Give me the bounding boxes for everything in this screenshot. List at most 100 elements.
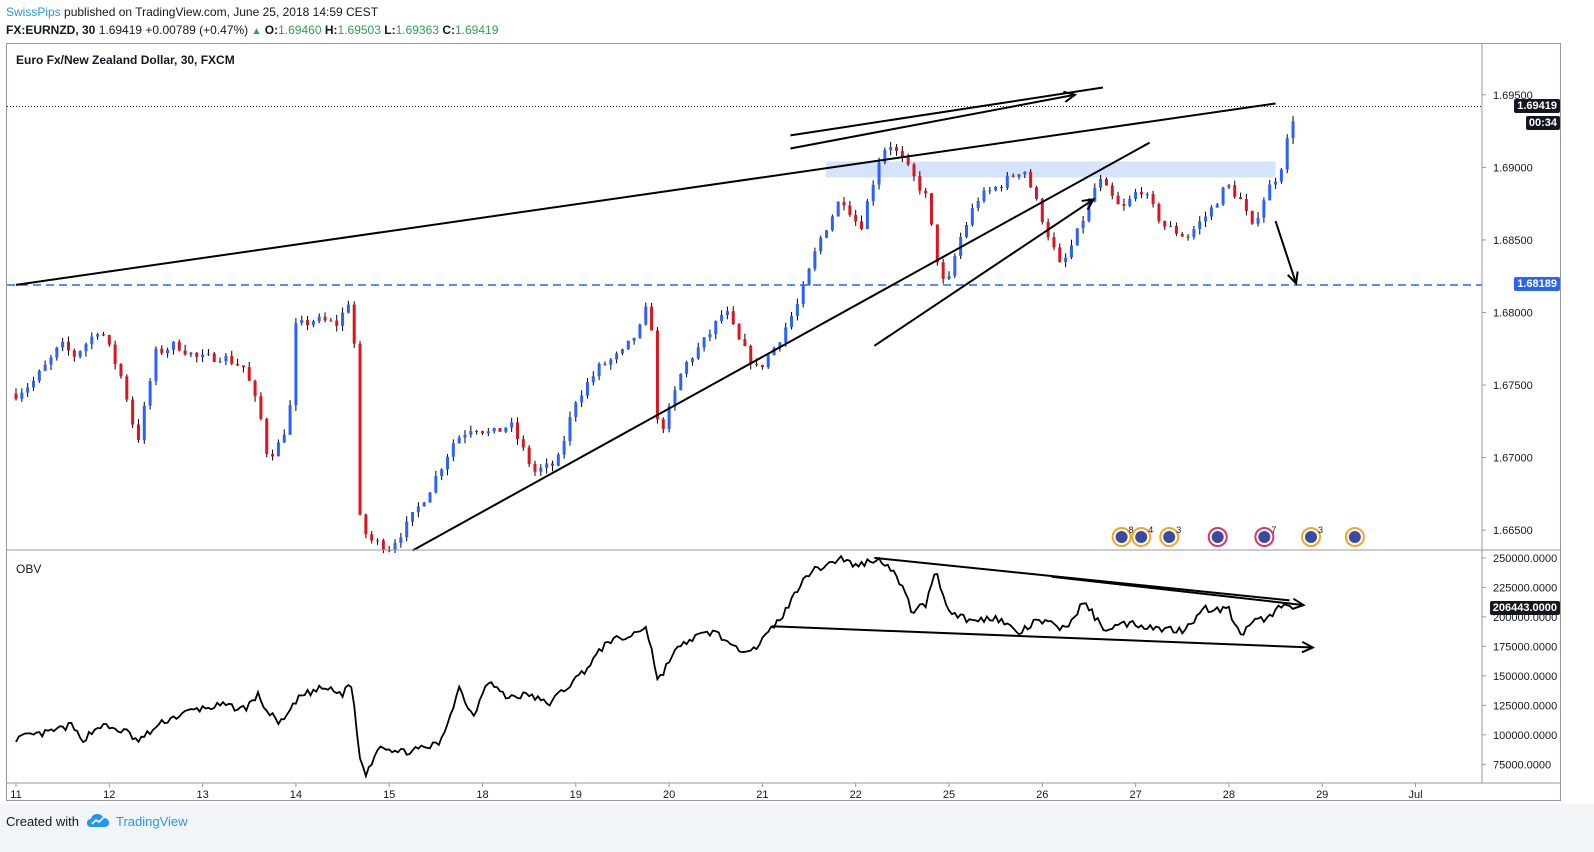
- price-pane-title: Euro Fx/New Zealand Dollar, 30, FXCM: [16, 53, 235, 67]
- candle-body: [352, 304, 356, 344]
- event-marker-0: 8: [1111, 525, 1134, 547]
- candle-15: [101, 331, 105, 337]
- price-axis[interactable]: 1.695001.690001.685001.680001.675001.670…: [1482, 90, 1533, 537]
- trend-line-0: [15, 102, 1276, 286]
- candle-32: [201, 349, 205, 363]
- candle-body: [999, 186, 1003, 188]
- candle-body: [702, 337, 706, 348]
- candle-body: [405, 521, 409, 538]
- candle-body: [119, 364, 123, 377]
- candle-body: [1221, 187, 1225, 205]
- candle-body: [638, 324, 642, 338]
- economic-events[interactable]: 8 4 3 7 3: [1111, 525, 1365, 547]
- candle-body: [755, 363, 759, 365]
- candle-25: [160, 345, 164, 356]
- event-count: 4: [1148, 525, 1153, 535]
- candle-212: [1250, 210, 1254, 225]
- candle-9: [66, 336, 70, 356]
- candle-124: [737, 323, 741, 340]
- candle-body: [749, 345, 753, 364]
- x-tick-label-3: 14: [290, 789, 302, 801]
- candle-body: [1180, 233, 1184, 237]
- candle-119: [708, 329, 712, 342]
- candle-body: [515, 422, 519, 440]
- candle-body: [376, 540, 380, 542]
- candle-24: [154, 346, 158, 386]
- obv-pane-title: OBV: [16, 562, 42, 576]
- candle-33: [206, 349, 210, 357]
- candle-144: [854, 209, 858, 226]
- candle-165: [976, 197, 980, 212]
- candle-101: [603, 361, 607, 366]
- obv-tick-label-3: 175000.0000: [1493, 641, 1557, 653]
- candle-body: [1005, 175, 1009, 188]
- tradingview-link[interactable]: TradingView: [116, 814, 188, 829]
- event-count: 8: [1129, 525, 1134, 535]
- candle-body: [1157, 203, 1161, 221]
- candle-50: [306, 315, 310, 331]
- candle-body: [1215, 204, 1219, 208]
- trend-arrow-2: [771, 625, 1316, 654]
- candle-body: [72, 350, 76, 357]
- candle-129: [766, 354, 770, 369]
- candle-76: [457, 435, 461, 444]
- candle-body: [620, 349, 624, 354]
- candle-body: [107, 335, 111, 345]
- candle-body: [626, 340, 630, 350]
- candle-2: [26, 383, 30, 398]
- candle-body: [154, 348, 158, 382]
- candle-183: [1081, 216, 1085, 234]
- candle-body: [545, 463, 549, 468]
- obv-axis[interactable]: 250000.0000225000.0000200000.0000175000.…: [1482, 553, 1557, 771]
- candle-body: [101, 334, 105, 336]
- candle-body: [253, 380, 257, 397]
- candle-body: [428, 492, 432, 503]
- currency-flag-icon: [1135, 531, 1148, 543]
- candle-body: [720, 314, 724, 321]
- trend-arrow-5: [1274, 220, 1299, 286]
- author-link[interactable]: SwissPips: [6, 5, 61, 19]
- trend-arrow-1: [1051, 575, 1306, 611]
- publish-info: published on TradingView.com, June 25, 2…: [64, 5, 379, 19]
- candle-body: [667, 406, 671, 429]
- symbol-label: FX:EURNZD, 30: [6, 23, 96, 37]
- candle-body: [341, 312, 345, 326]
- candle-body: [504, 427, 508, 432]
- candle-208: [1227, 183, 1231, 190]
- candle-186: [1099, 175, 1103, 192]
- candle-123: [731, 306, 735, 326]
- candle-209: [1233, 180, 1237, 199]
- y-tick-label-1: 1.69000: [1493, 162, 1533, 174]
- candle-11: [78, 350, 82, 359]
- event-marker-5: 3: [1301, 525, 1323, 547]
- candle-39: [241, 365, 245, 373]
- obv-trendlines[interactable]: [771, 556, 1316, 654]
- price-trendlines[interactable]: [15, 86, 1299, 552]
- candle-102: [609, 358, 613, 370]
- candle-body: [1274, 181, 1278, 185]
- candle-198: [1169, 221, 1173, 228]
- candle-215: [1268, 179, 1272, 201]
- candle-142: [842, 197, 846, 211]
- candle-171: [1011, 173, 1015, 178]
- chart-frame[interactable]: [6, 43, 1561, 801]
- candle-150: [889, 141, 893, 156]
- candle-body: [685, 362, 689, 374]
- x-tick-label-11: 26: [1036, 789, 1048, 801]
- obv-series-line: [15, 554, 1294, 779]
- candle-147: [871, 180, 875, 206]
- time-axis[interactable]: 11 12 13 14 15 18 19 20 21 22 25 26 27 28 29 Jul: [10, 783, 1423, 801]
- candle-70: [422, 501, 426, 507]
- candle-body: [358, 343, 362, 515]
- candle-85: [510, 417, 514, 433]
- candle-99: [591, 371, 595, 386]
- candle-204: [1204, 211, 1208, 228]
- x-tick-label-5: 18: [476, 789, 488, 801]
- candle-body: [1262, 200, 1266, 218]
- candle-body: [982, 190, 986, 202]
- price-candles: [14, 115, 1295, 554]
- candle-10: [72, 348, 76, 362]
- last-price: 1.69419: [98, 23, 143, 37]
- candle-136: [807, 267, 811, 286]
